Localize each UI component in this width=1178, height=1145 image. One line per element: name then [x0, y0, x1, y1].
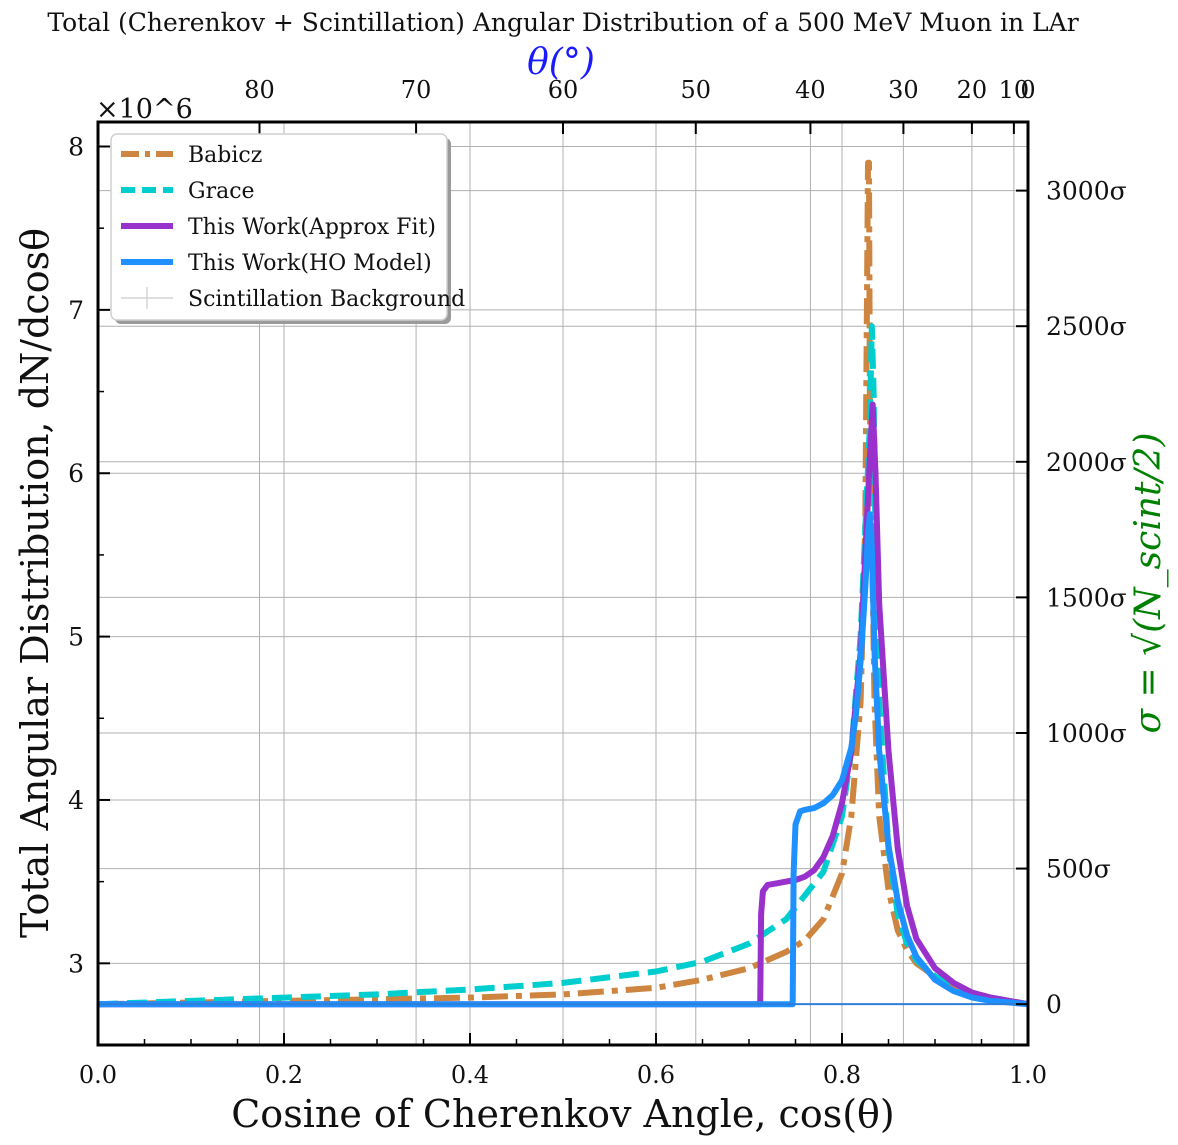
top-tick-label: 60 — [548, 76, 579, 104]
y-axis-label: Total Angular Distribution, dN/dcosθ — [13, 228, 57, 938]
top-tick-label: 10 — [999, 76, 1030, 104]
right-tick-label: 1500σ — [1046, 583, 1127, 612]
x-tick-label: 0.0 — [79, 1061, 117, 1089]
y-tick-label: 4 — [68, 786, 84, 815]
right-tick-label: 2500σ — [1046, 312, 1127, 341]
top-axis-label: θ(°) — [527, 42, 595, 83]
right-tick-label: 3000σ — [1046, 177, 1127, 206]
y-tick-label: 5 — [68, 623, 84, 652]
top-tick-label: 0 — [1020, 76, 1035, 104]
x-tick-label: 0.8 — [823, 1061, 861, 1089]
top-tick-label: 40 — [795, 76, 826, 104]
series-layer — [97, 159, 1029, 1008]
top-tick-label: 50 — [681, 76, 712, 104]
series-line-this-work-ho-model — [98, 511, 1029, 1008]
top-tick-label: 70 — [401, 76, 432, 104]
legend-label: Babicz — [188, 143, 262, 168]
y-tick-label: 6 — [68, 459, 84, 488]
x-tick-label: 0.2 — [265, 1061, 303, 1089]
series-line-grace — [97, 323, 1029, 1008]
right-tick-label: 1000σ — [1046, 719, 1127, 748]
legend-label: Scintillation Background — [188, 287, 465, 312]
legend-box — [110, 133, 448, 321]
x-tick-label: 1.0 — [1009, 1061, 1047, 1089]
x-axis-label: Cosine of Cherenkov Angle, cos(θ) — [231, 1092, 895, 1136]
y-multiplier-label: ×10^6 — [96, 94, 193, 125]
y-tick-label: 3 — [68, 949, 84, 978]
y-tick-label: 7 — [68, 296, 84, 325]
top-tick-label: 30 — [888, 76, 919, 104]
top-tick-label: 20 — [957, 76, 988, 104]
legend-label: Grace — [188, 179, 255, 204]
x-tick-label: 0.4 — [451, 1061, 489, 1089]
right-tick-label: 500σ — [1046, 855, 1111, 884]
x-tick-label: 0.6 — [637, 1061, 675, 1089]
right-tick-label: 2000σ — [1046, 448, 1127, 477]
right-tick-label: 0 — [1046, 990, 1062, 1019]
chart-title: Total (Cherenkov + Scintillation) Angula… — [47, 8, 1078, 37]
legend-label: This Work(HO Model) — [188, 251, 432, 276]
legend-label: This Work(Approx Fit) — [188, 215, 436, 240]
top-tick-label: 80 — [244, 76, 275, 104]
right-axis-label: σ = √(N_scint/2) — [1128, 433, 1169, 734]
y-tick-label: 8 — [68, 133, 84, 162]
legend: Babicz Grace This Work(Approx Fit) This Wor… — [110, 133, 465, 324]
ticks-layer: 0.0 0.2 0.4 0.6 0.8 1.0 3 4 5 6 7 8 80 70 60 50 40 30 20 10… — [68, 76, 1127, 1089]
